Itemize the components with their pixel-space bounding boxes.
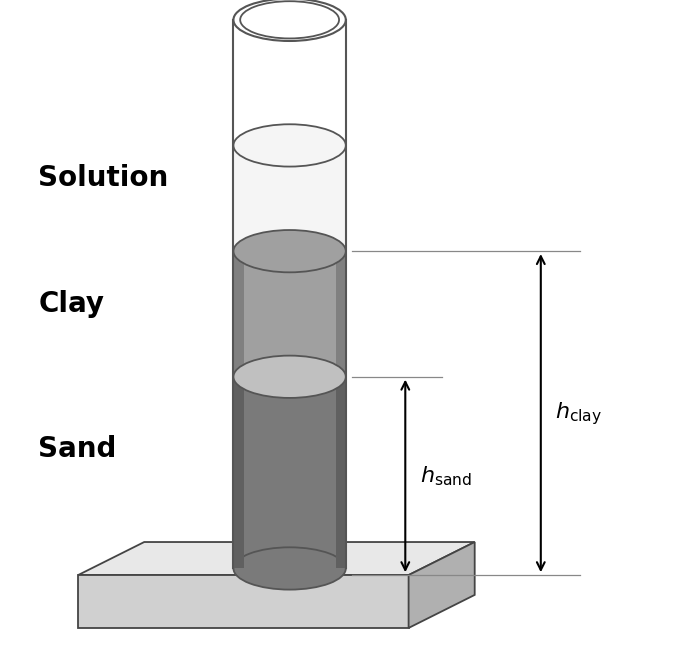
Polygon shape: [408, 542, 475, 628]
Polygon shape: [78, 575, 408, 628]
Polygon shape: [336, 377, 346, 568]
Polygon shape: [234, 251, 244, 377]
Ellipse shape: [234, 124, 346, 167]
Text: Sand: Sand: [38, 436, 117, 463]
Polygon shape: [336, 251, 346, 377]
Ellipse shape: [234, 230, 346, 272]
Polygon shape: [234, 251, 346, 377]
Text: Solution: Solution: [38, 165, 169, 192]
Polygon shape: [234, 145, 346, 251]
Ellipse shape: [234, 356, 346, 398]
Ellipse shape: [234, 547, 346, 590]
Polygon shape: [78, 542, 475, 575]
Polygon shape: [234, 20, 346, 145]
Ellipse shape: [240, 1, 339, 38]
Text: $h_\mathrm{clay}$: $h_\mathrm{clay}$: [556, 400, 603, 426]
Text: $h_\mathrm{sand}$: $h_\mathrm{sand}$: [420, 464, 472, 488]
Polygon shape: [234, 377, 244, 568]
Polygon shape: [234, 377, 346, 568]
Text: Clay: Clay: [38, 290, 104, 318]
